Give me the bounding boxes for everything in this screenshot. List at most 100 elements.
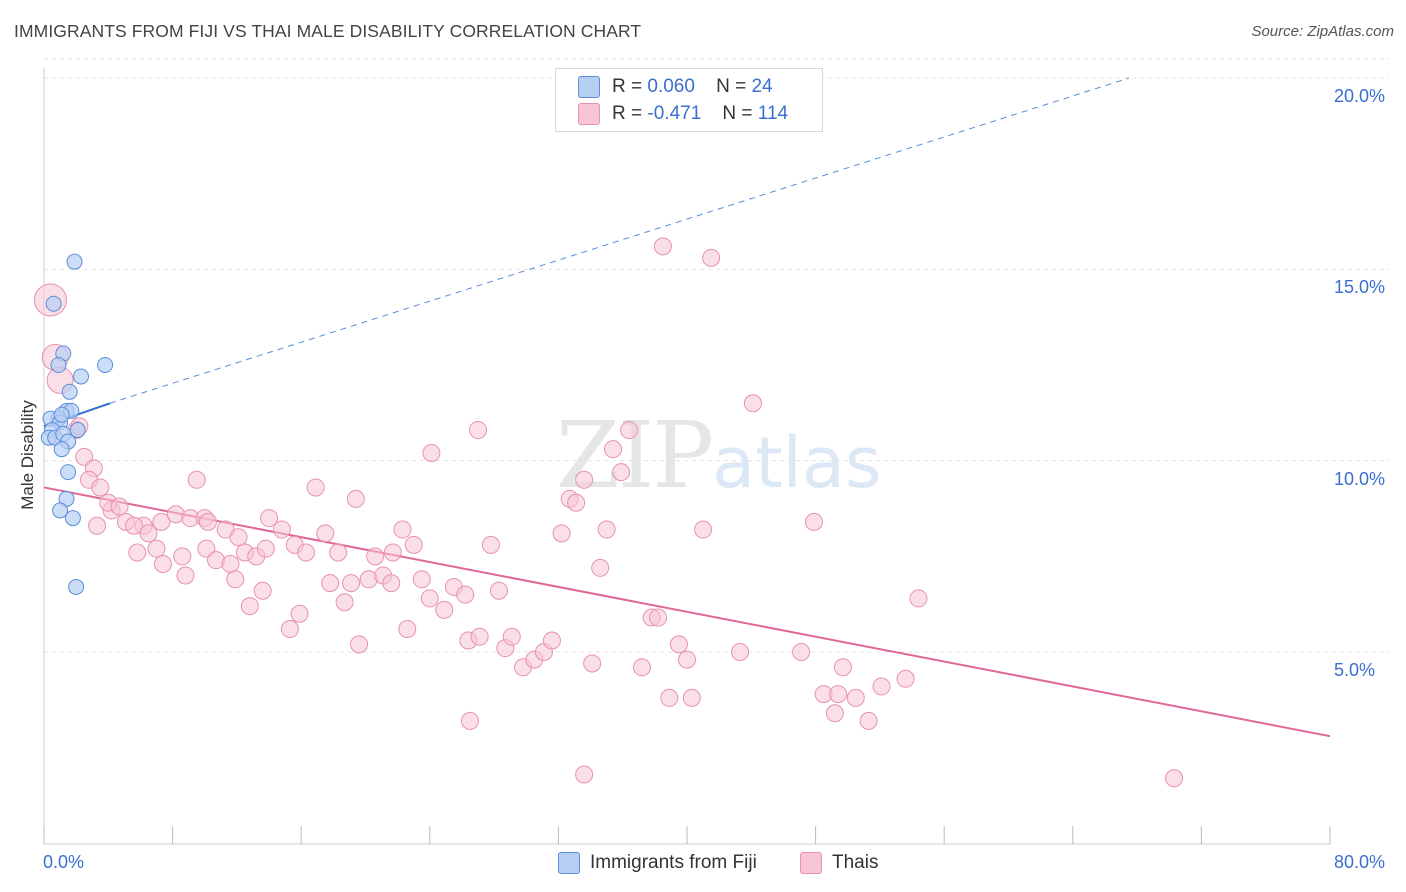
y-tick-label: 5.0% (1334, 660, 1376, 680)
point-thai (567, 493, 586, 512)
trend-line-thai (43, 486, 1331, 738)
point-thai (583, 654, 602, 673)
point-thai (653, 237, 672, 256)
point-thai (620, 421, 639, 440)
point-thai (597, 520, 616, 539)
point-fiji (53, 406, 70, 423)
point-thai (1165, 769, 1184, 788)
trend-line-fiji-extension (109, 77, 1130, 404)
correlation-legend: R = 0.060 N = 24 R = -0.471 N = 114 (555, 68, 823, 132)
point-thai (153, 554, 172, 573)
point-thai (649, 608, 668, 627)
point-thai (110, 497, 129, 516)
point-thai (575, 765, 594, 784)
point-thai (678, 650, 696, 669)
point-thai (229, 528, 248, 547)
y-tick-label: 15.0% (1334, 277, 1386, 298)
point-thai (575, 470, 594, 489)
point-thai (346, 489, 365, 508)
series-swatch-thai (800, 852, 822, 874)
series-label-fiji: Immigrants from Fiji (590, 852, 757, 873)
point-thai (393, 520, 412, 539)
x-tick-label-min: 0.0% (43, 852, 85, 872)
point-thai (350, 635, 369, 654)
point-thai (833, 658, 852, 677)
point-thai (306, 478, 325, 497)
point-thai (804, 512, 823, 531)
source-label: Source: ZipAtlas.com (1251, 23, 1394, 40)
point-thai (329, 543, 348, 562)
y-tick-label: 10.0% (1334, 468, 1386, 489)
data-points (33, 237, 1184, 788)
point-thai (591, 558, 610, 577)
point-thai (297, 543, 316, 562)
legend-swatch-thai (578, 103, 600, 125)
point-thai (125, 516, 144, 535)
point-thai (226, 570, 245, 589)
grid-lines (44, 58, 1390, 653)
point-thai (542, 631, 561, 650)
watermark-atlas: atlas (712, 422, 882, 504)
y-axis-label: Male Disability (18, 400, 37, 510)
point-thai (260, 509, 279, 528)
point-thai (398, 620, 417, 639)
point-fiji (64, 510, 81, 527)
point-thai (88, 516, 107, 535)
point-thai (382, 574, 401, 593)
point-thai (280, 620, 299, 639)
point-thai (221, 554, 240, 573)
point-thai (240, 597, 259, 616)
point-thai (743, 394, 762, 413)
series-swatch-fiji (558, 852, 580, 874)
point-thai (383, 543, 402, 562)
point-fiji (72, 368, 89, 385)
legend-n-value-thai: 114 (757, 103, 789, 124)
point-fiji (66, 253, 83, 270)
point-thai (435, 600, 454, 619)
point-fiji (45, 295, 62, 312)
point-thai (829, 685, 848, 704)
point-thai (91, 478, 110, 497)
legend-r-label-thai: R = (612, 103, 643, 124)
point-thai (896, 669, 915, 688)
point-thai (669, 635, 688, 654)
point-thai (792, 643, 811, 661)
legend-r-value-thai: -0.471 (647, 103, 702, 124)
point-thai (460, 711, 479, 730)
point-thai (552, 524, 571, 543)
watermark-zip: ZIP (556, 402, 714, 509)
point-thai (702, 248, 721, 267)
point-thai (290, 604, 309, 623)
point-thai (412, 570, 431, 589)
legend-swatch-fiji (578, 76, 600, 98)
axes (43, 68, 1331, 845)
trend-lines (43, 77, 1331, 738)
point-thai (731, 643, 750, 661)
point-thai (198, 512, 217, 531)
point-thai (128, 543, 147, 562)
legend-r-label-fiji: R = (612, 76, 643, 97)
point-fiji (50, 357, 67, 373)
watermark: ZIPatlas (556, 402, 881, 509)
point-fiji (52, 502, 69, 519)
chart-title: IMMIGRANTS FROM FIJI VS THAI MALE DISABI… (14, 21, 642, 41)
legend-r-value-fiji: 0.060 (647, 76, 695, 97)
point-thai (859, 711, 878, 730)
point-thai (176, 566, 195, 585)
point-thai (470, 627, 489, 646)
point-thai (604, 440, 623, 459)
point-fiji (60, 464, 77, 481)
series-label-thai: Thais (832, 852, 879, 873)
point-fiji (97, 357, 114, 373)
legend-n-value-fiji: 24 (751, 76, 773, 97)
point-thai (456, 585, 475, 604)
point-thai (632, 658, 651, 677)
legend-n-label-fiji: N = (716, 76, 747, 97)
point-thai (272, 520, 291, 539)
point-thai (152, 512, 171, 531)
point-thai (321, 574, 340, 593)
point-thai (173, 547, 192, 566)
point-thai (335, 593, 354, 612)
point-thai (75, 447, 94, 466)
